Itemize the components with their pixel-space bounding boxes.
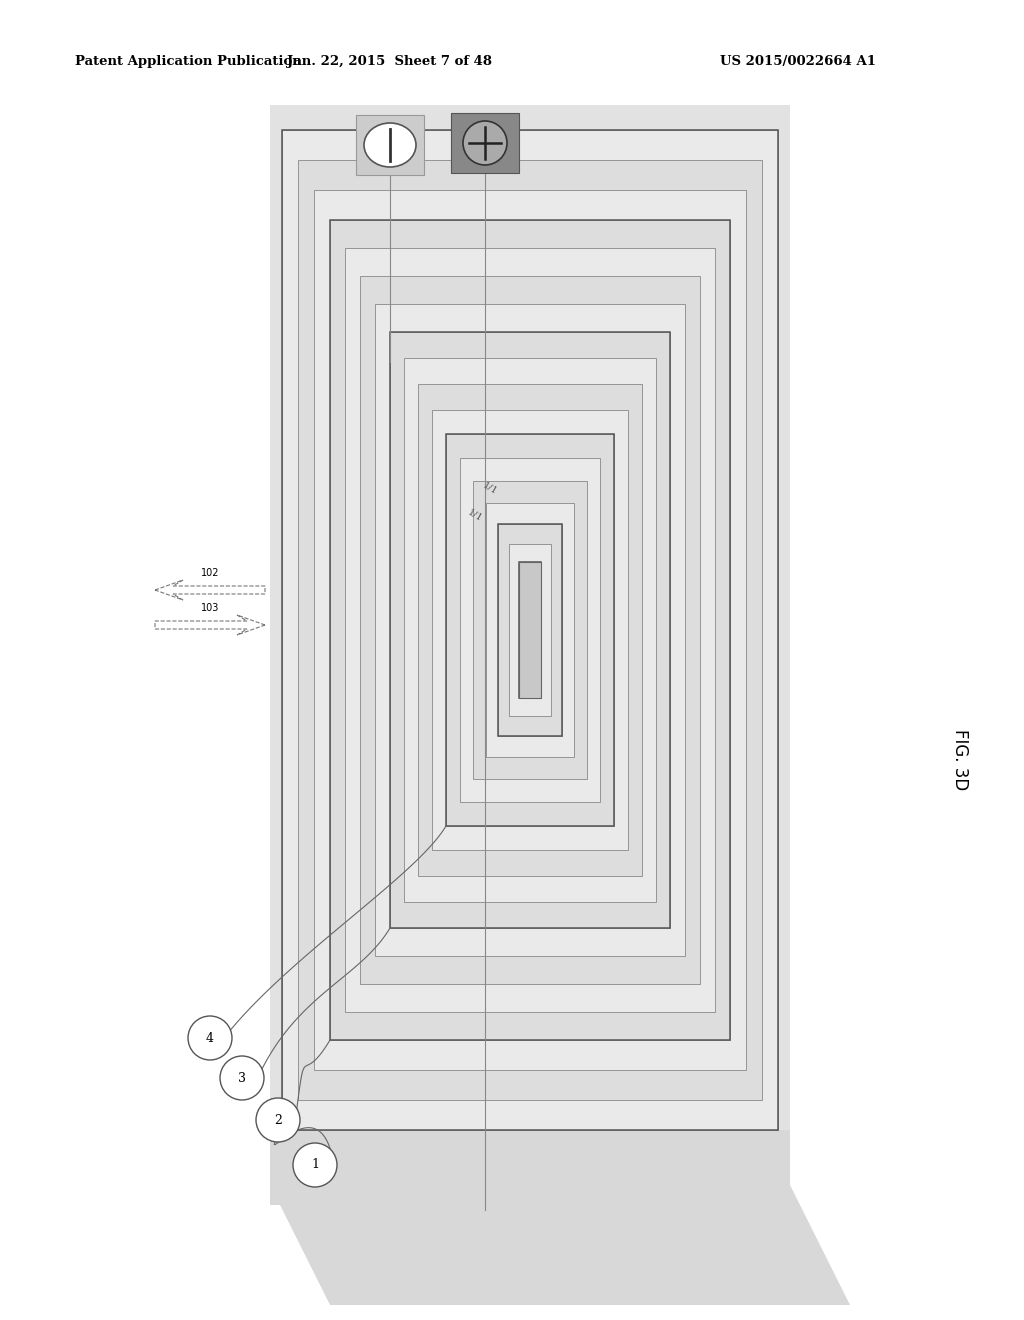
Bar	[418, 384, 642, 876]
Bar	[519, 562, 541, 698]
Circle shape	[256, 1098, 300, 1142]
Text: 1: 1	[311, 1159, 319, 1172]
Bar	[314, 190, 746, 1071]
Text: Patent Application Publication: Patent Application Publication	[75, 55, 302, 69]
Text: 102: 102	[201, 568, 219, 578]
Bar	[282, 129, 778, 1130]
Text: 2: 2	[274, 1114, 282, 1126]
Bar	[446, 434, 614, 826]
FancyBboxPatch shape	[356, 115, 424, 176]
Bar	[486, 503, 574, 756]
Bar	[360, 276, 700, 983]
Text: 103: 103	[201, 603, 219, 612]
Ellipse shape	[364, 123, 416, 168]
FancyBboxPatch shape	[451, 114, 519, 173]
Bar	[390, 333, 670, 928]
Bar	[446, 434, 614, 826]
Bar	[432, 411, 628, 850]
Bar	[330, 220, 730, 1040]
Bar	[498, 524, 562, 737]
Text: FIG. 3D: FIG. 3D	[951, 730, 969, 791]
Circle shape	[220, 1056, 264, 1100]
Text: Jan. 22, 2015  Sheet 7 of 48: Jan. 22, 2015 Sheet 7 of 48	[288, 55, 493, 69]
Bar	[519, 562, 541, 698]
Text: 3: 3	[238, 1072, 246, 1085]
Text: US 2015/0022664 A1: US 2015/0022664 A1	[720, 55, 876, 69]
Bar	[345, 248, 715, 1012]
Polygon shape	[270, 1185, 850, 1305]
Bar	[519, 562, 541, 698]
Text: 1/1: 1/1	[466, 507, 484, 523]
Text: 1/1: 1/1	[481, 480, 499, 496]
Circle shape	[188, 1016, 232, 1060]
Bar	[298, 160, 762, 1100]
Bar	[404, 358, 656, 902]
Bar	[509, 544, 551, 715]
Circle shape	[293, 1143, 337, 1187]
Bar	[375, 304, 685, 956]
Bar	[330, 220, 730, 1040]
Bar	[270, 1130, 790, 1205]
Text: 4: 4	[206, 1031, 214, 1044]
Bar	[498, 524, 562, 737]
Bar	[282, 129, 778, 1130]
Bar	[460, 458, 600, 803]
Circle shape	[463, 121, 507, 165]
Bar	[270, 106, 790, 1185]
Bar	[473, 480, 587, 779]
Bar	[390, 333, 670, 928]
